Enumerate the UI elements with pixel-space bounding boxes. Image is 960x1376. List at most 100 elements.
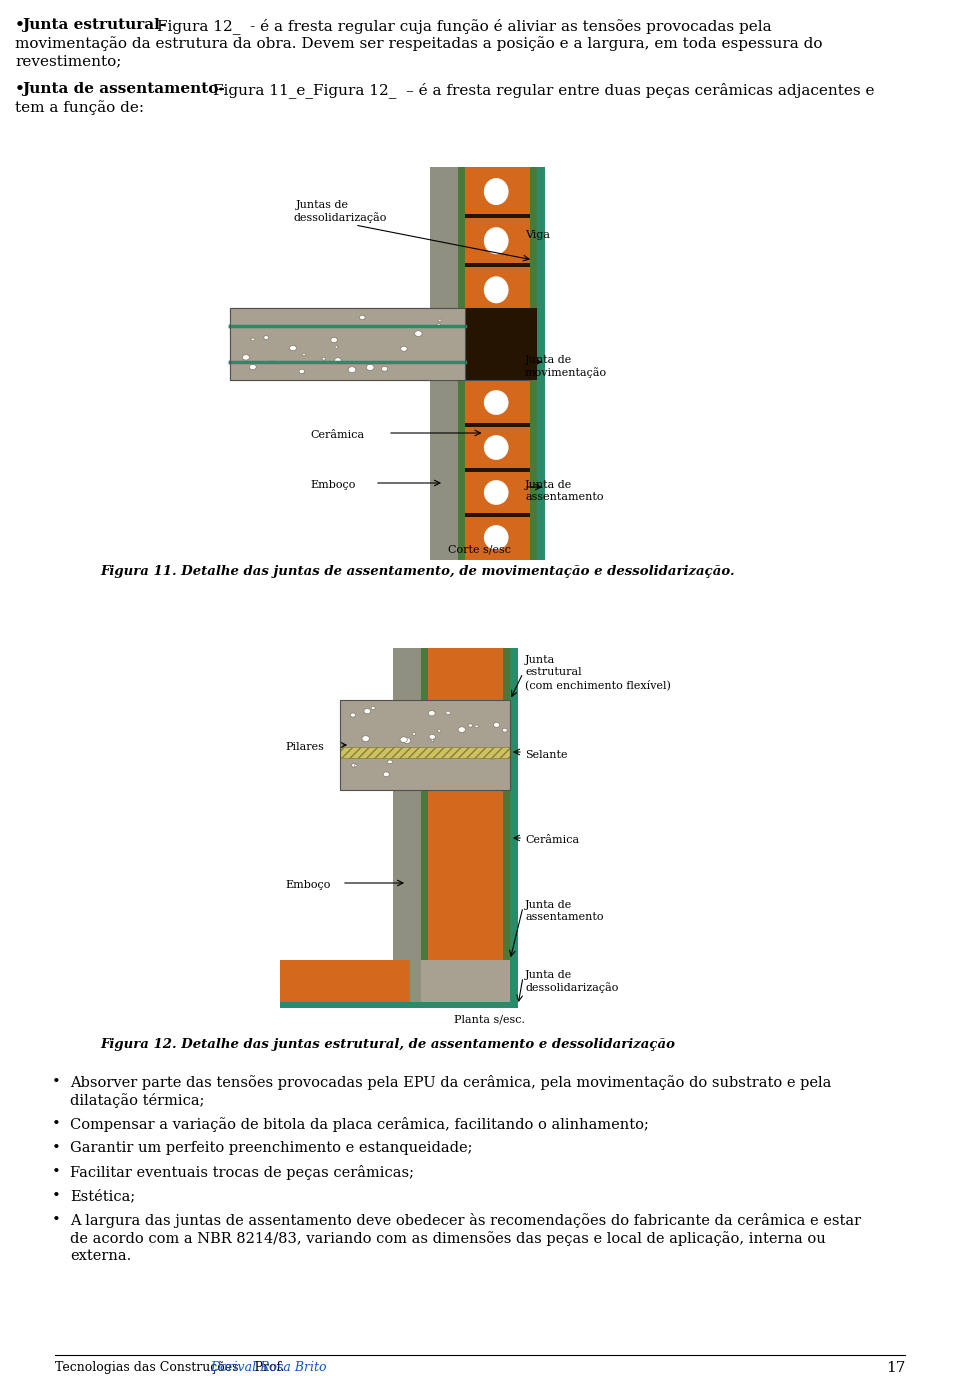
Text: revestimento;: revestimento; xyxy=(15,54,121,67)
Bar xyxy=(530,380,537,560)
Ellipse shape xyxy=(430,366,436,370)
Ellipse shape xyxy=(396,747,399,750)
Ellipse shape xyxy=(299,369,304,373)
Ellipse shape xyxy=(484,374,509,402)
Bar xyxy=(530,166,537,560)
Bar xyxy=(430,166,458,560)
Ellipse shape xyxy=(359,315,365,319)
Ellipse shape xyxy=(396,315,405,322)
Ellipse shape xyxy=(437,323,441,327)
Ellipse shape xyxy=(323,336,331,341)
Bar xyxy=(421,648,428,1004)
Bar xyxy=(428,790,503,960)
Ellipse shape xyxy=(331,337,337,343)
Ellipse shape xyxy=(276,336,281,338)
Ellipse shape xyxy=(302,354,305,356)
Ellipse shape xyxy=(458,727,466,732)
Ellipse shape xyxy=(433,345,438,350)
Ellipse shape xyxy=(354,366,363,373)
Text: •: • xyxy=(52,1214,60,1227)
Bar xyxy=(465,308,537,380)
Text: Planta s/esc.: Planta s/esc. xyxy=(454,1015,525,1025)
Ellipse shape xyxy=(379,351,382,354)
Bar xyxy=(340,700,510,790)
Ellipse shape xyxy=(348,367,356,373)
Bar xyxy=(280,1002,518,1009)
Ellipse shape xyxy=(322,358,325,361)
Ellipse shape xyxy=(331,343,338,348)
Ellipse shape xyxy=(303,340,312,347)
Text: Selante: Selante xyxy=(525,750,567,760)
Ellipse shape xyxy=(431,739,434,742)
Bar xyxy=(537,380,545,560)
Bar xyxy=(421,790,428,960)
Ellipse shape xyxy=(423,363,430,369)
Text: Junta de assentamento-: Junta de assentamento- xyxy=(22,83,225,96)
Text: •: • xyxy=(52,1165,60,1179)
Bar xyxy=(465,422,530,427)
Text: estrutural: estrutural xyxy=(525,667,582,677)
Text: Junta de: Junta de xyxy=(525,900,572,910)
Bar xyxy=(510,648,518,700)
Ellipse shape xyxy=(493,722,500,728)
Ellipse shape xyxy=(351,764,357,768)
Bar xyxy=(230,308,465,380)
Ellipse shape xyxy=(478,356,485,361)
Bar xyxy=(465,380,530,560)
Text: Dorival Rosa Brito: Dorival Rosa Brito xyxy=(210,1361,326,1375)
Text: externa.: externa. xyxy=(70,1249,132,1263)
Text: de acordo com a NBR 8214/83, variando com as dimensões das peças e local de apli: de acordo com a NBR 8214/83, variando co… xyxy=(70,1232,826,1245)
Ellipse shape xyxy=(367,365,374,370)
Ellipse shape xyxy=(393,356,397,361)
Text: Junta de: Junta de xyxy=(525,480,572,490)
Text: Laje: Laje xyxy=(288,340,312,350)
Ellipse shape xyxy=(484,391,509,416)
Text: •: • xyxy=(52,1189,60,1203)
Ellipse shape xyxy=(437,374,442,377)
Bar xyxy=(465,312,530,316)
Ellipse shape xyxy=(251,338,254,341)
Ellipse shape xyxy=(345,332,352,337)
Ellipse shape xyxy=(384,350,387,352)
Text: Compensar a variação de bitola da placa cerâmica, facilitando o alinhamento;: Compensar a variação de bitola da placa … xyxy=(70,1117,649,1132)
Text: movimentação da estrutura da obra. Devem ser respeitadas a posição e a largura, : movimentação da estrutura da obra. Devem… xyxy=(15,36,823,51)
Ellipse shape xyxy=(250,365,256,370)
Bar xyxy=(393,648,421,1004)
Ellipse shape xyxy=(501,365,506,367)
Text: •: • xyxy=(52,1141,60,1154)
Text: Viga: Viga xyxy=(525,230,550,239)
Ellipse shape xyxy=(350,713,355,717)
Bar xyxy=(510,790,518,960)
Ellipse shape xyxy=(372,706,375,710)
Ellipse shape xyxy=(259,337,264,341)
Bar xyxy=(465,215,530,219)
Ellipse shape xyxy=(335,345,338,348)
Bar xyxy=(465,460,530,464)
Ellipse shape xyxy=(484,277,509,303)
Bar xyxy=(230,308,530,380)
Text: Juntas de: Juntas de xyxy=(296,200,349,211)
Text: dessolidarização: dessolidarização xyxy=(525,982,618,993)
Ellipse shape xyxy=(484,480,509,505)
Bar xyxy=(503,648,510,1004)
Ellipse shape xyxy=(435,329,439,332)
Bar xyxy=(428,648,503,700)
Ellipse shape xyxy=(429,735,436,739)
Ellipse shape xyxy=(445,711,450,714)
Text: Tecnologias das Construções    Prof.: Tecnologias das Construções Prof. xyxy=(55,1361,289,1375)
Ellipse shape xyxy=(334,319,342,326)
Ellipse shape xyxy=(428,710,435,716)
Text: •: • xyxy=(15,83,25,96)
Text: Junta de: Junta de xyxy=(525,970,572,980)
Ellipse shape xyxy=(381,366,388,372)
Text: Cerâmica: Cerâmica xyxy=(310,429,364,440)
Bar xyxy=(340,747,510,758)
Ellipse shape xyxy=(484,227,509,255)
Text: dilatação térmica;: dilatação térmica; xyxy=(70,1093,204,1108)
Ellipse shape xyxy=(413,732,416,735)
Ellipse shape xyxy=(484,326,509,352)
Text: Junta de: Junta de xyxy=(525,355,572,365)
Bar xyxy=(393,790,421,960)
Ellipse shape xyxy=(471,348,478,354)
Text: Emboço: Emboço xyxy=(310,480,355,490)
